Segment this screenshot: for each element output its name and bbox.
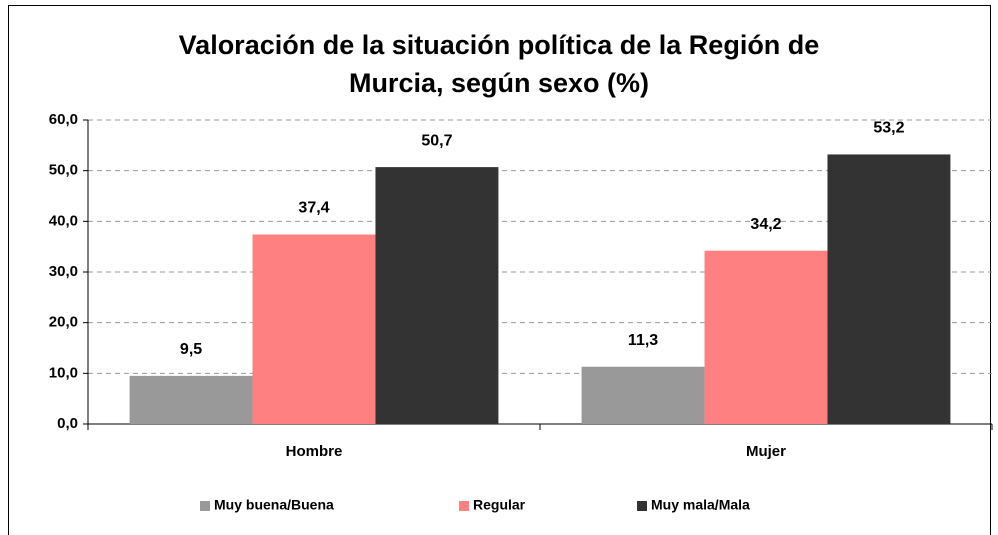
x-tick-label: Hombre — [286, 443, 343, 460]
legend-swatch — [637, 501, 647, 511]
bar — [375, 167, 499, 424]
legend-label: Muy buena/Buena — [214, 497, 334, 513]
legend-label: Muy mala/Mala — [651, 497, 750, 513]
value-label: 9,5 — [180, 341, 202, 358]
y-tick-label: 40,0 — [49, 212, 78, 229]
value-label: 53,2 — [873, 120, 904, 137]
chart-title: Valoración de la situación política de l… — [178, 30, 820, 98]
legend-swatch — [200, 501, 210, 511]
bar — [129, 375, 253, 424]
legend-label: Regular — [473, 497, 526, 513]
y-tick-label: 30,0 — [49, 263, 78, 280]
y-tick-label: 20,0 — [49, 314, 78, 331]
bar — [252, 234, 376, 424]
y-tick-label: 60,0 — [49, 111, 78, 128]
value-label: 37,4 — [298, 200, 329, 217]
y-tick-label: 10,0 — [49, 364, 78, 381]
chart-border — [8, 5, 991, 535]
x-tick-label: Mujer — [746, 443, 786, 460]
y-tick-label: 0,0 — [57, 415, 78, 432]
value-label: 50,7 — [421, 132, 452, 149]
value-label: 34,2 — [750, 216, 781, 233]
y-tick-label: 50,0 — [49, 162, 78, 179]
bar — [581, 366, 705, 424]
legend-swatch — [459, 501, 469, 511]
bar — [704, 250, 828, 424]
bar — [827, 154, 951, 424]
value-label: 11,3 — [628, 332, 658, 349]
